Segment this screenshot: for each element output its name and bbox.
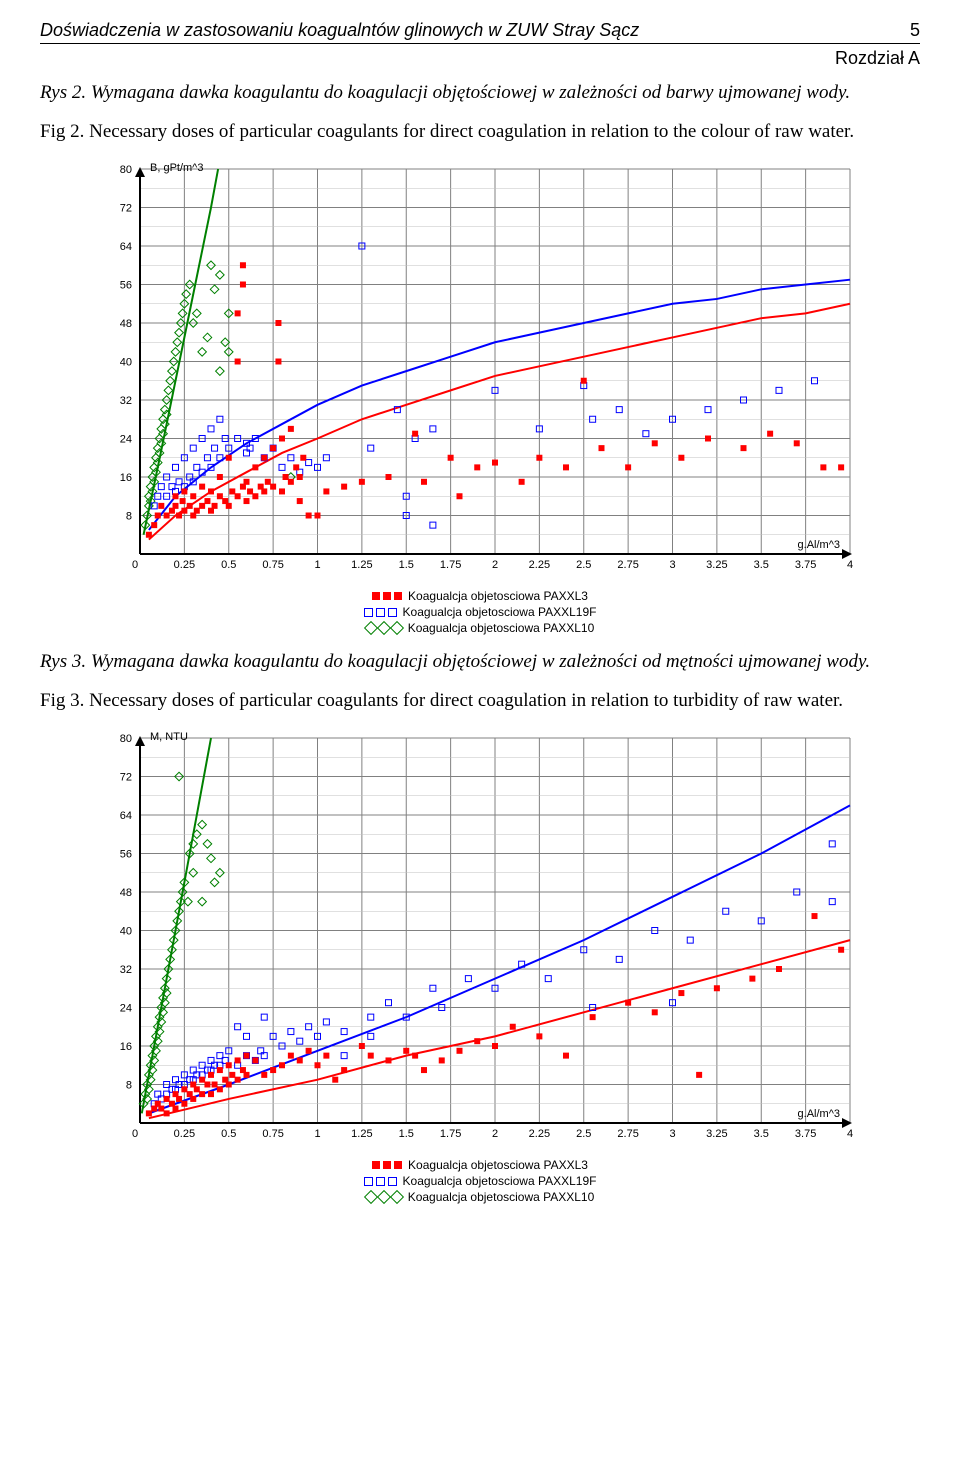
svg-text:0.75: 0.75 [262, 559, 283, 571]
chart-legend: Koagualcja objetosciowa PAXXL3 Koagualcj… [90, 588, 870, 636]
caption-fig3-en: Fig 3. Necessary doses of particular coa… [40, 687, 920, 716]
header-title: Doświadczenia w zastosowaniu koagualntów… [40, 20, 902, 41]
legend-item-3b: Koagualcja objetosciowa PAXXL10 [408, 1189, 595, 1205]
chart-legend-2: Koagualcja objetosciowa PAXXL3 Koagualcj… [90, 1157, 870, 1205]
svg-text:3.75: 3.75 [795, 1128, 816, 1140]
svg-text:1.25: 1.25 [351, 559, 372, 571]
svg-text:1.5: 1.5 [399, 559, 414, 571]
svg-text:24: 24 [120, 1003, 132, 1015]
svg-text:0: 0 [132, 1128, 138, 1140]
svg-text:1: 1 [314, 1128, 320, 1140]
svg-text:48: 48 [120, 318, 132, 330]
svg-text:3: 3 [669, 559, 675, 571]
chapter-label: Rozdział A [40, 48, 920, 69]
svg-text:2.25: 2.25 [529, 559, 550, 571]
svg-text:80: 80 [120, 164, 132, 176]
svg-text:4: 4 [847, 559, 853, 571]
caption-fig2-pl: Rys 2. Wymagana dawka koagulantu do koag… [40, 79, 920, 108]
chart-fig2: 0 0.25 0.5 0.75 1 1.25 1.5 1.75 2 2.25 2.5 2.75 3 3.2… [90, 154, 870, 636]
svg-text:3.25: 3.25 [706, 1128, 727, 1140]
chart-fig3: 0 0.25 0.5 0.75 1 1.25 1.5 1.75 2 2.25 2.5 2.75 3 3.2… [90, 723, 870, 1205]
svg-text:48: 48 [120, 887, 132, 899]
svg-text:2.75: 2.75 [617, 559, 638, 571]
svg-text:40: 40 [120, 357, 132, 369]
svg-text:M, NTU: M, NTU [150, 731, 188, 743]
svg-text:2: 2 [492, 1128, 498, 1140]
svg-text:0.75: 0.75 [262, 1128, 283, 1140]
svg-text:1.75: 1.75 [440, 559, 461, 571]
svg-text:2.5: 2.5 [576, 559, 591, 571]
svg-text:g.Al/m^3: g.Al/m^3 [798, 539, 840, 551]
svg-text:3.25: 3.25 [706, 559, 727, 571]
svg-text:g.Al/m^3: g.Al/m^3 [798, 1108, 840, 1120]
svg-text:16: 16 [120, 1041, 132, 1053]
running-header: Doświadczenia w zastosowaniu koagualntów… [40, 20, 920, 44]
caption-fig2-en: Fig 2. Necessary doses of particular coa… [40, 118, 920, 147]
svg-text:3.75: 3.75 [795, 559, 816, 571]
svg-text:2.5: 2.5 [576, 1128, 591, 1140]
svg-text:0: 0 [132, 559, 138, 571]
svg-text:3.5: 3.5 [754, 1128, 769, 1140]
svg-text:40: 40 [120, 926, 132, 938]
svg-text:1.5: 1.5 [399, 1128, 414, 1140]
legend-item-1b: Koagualcja objetosciowa PAXXL3 [408, 1157, 588, 1173]
legend-item-2b: Koagualcja objetosciowa PAXXL19F [403, 1173, 597, 1189]
svg-text:32: 32 [120, 964, 132, 976]
svg-text:24: 24 [120, 434, 132, 446]
svg-text:0.25: 0.25 [174, 559, 195, 571]
legend-item-3: Koagualcja objetosciowa PAXXL10 [408, 620, 595, 636]
svg-text:B, gPt/m^3: B, gPt/m^3 [150, 162, 203, 174]
caption-fig3-pl: Rys 3. Wymagana dawka koagulantu do koag… [40, 648, 920, 677]
svg-text:80: 80 [120, 733, 132, 745]
legend-item-1: Koagualcja objetosciowa PAXXL3 [408, 588, 588, 604]
svg-text:72: 72 [120, 203, 132, 215]
svg-text:2.25: 2.25 [529, 1128, 550, 1140]
svg-text:1.75: 1.75 [440, 1128, 461, 1140]
svg-text:56: 56 [120, 280, 132, 292]
svg-text:64: 64 [120, 810, 132, 822]
svg-text:2: 2 [492, 559, 498, 571]
svg-text:32: 32 [120, 395, 132, 407]
svg-text:1: 1 [314, 559, 320, 571]
svg-text:8: 8 [126, 511, 132, 523]
svg-text:0.5: 0.5 [221, 1128, 236, 1140]
svg-text:72: 72 [120, 772, 132, 784]
chart-fig2-svg: 0 0.25 0.5 0.75 1 1.25 1.5 1.75 2 2.25 2.5 2.75 3 3.2… [90, 154, 870, 584]
svg-text:3.5: 3.5 [754, 559, 769, 571]
page-number: 5 [910, 20, 920, 41]
legend-item-2: Koagualcja objetosciowa PAXXL19F [403, 604, 597, 620]
svg-text:64: 64 [120, 241, 132, 253]
svg-text:8: 8 [126, 1080, 132, 1092]
chart-fig3-svg: 0 0.25 0.5 0.75 1 1.25 1.5 1.75 2 2.25 2.5 2.75 3 3.2… [90, 723, 870, 1153]
svg-text:4: 4 [847, 1128, 853, 1140]
svg-text:56: 56 [120, 849, 132, 861]
svg-text:16: 16 [120, 472, 132, 484]
svg-text:1.25: 1.25 [351, 1128, 372, 1140]
svg-text:3: 3 [669, 1128, 675, 1140]
svg-text:0.25: 0.25 [174, 1128, 195, 1140]
svg-text:2.75: 2.75 [617, 1128, 638, 1140]
svg-text:0.5: 0.5 [221, 559, 236, 571]
